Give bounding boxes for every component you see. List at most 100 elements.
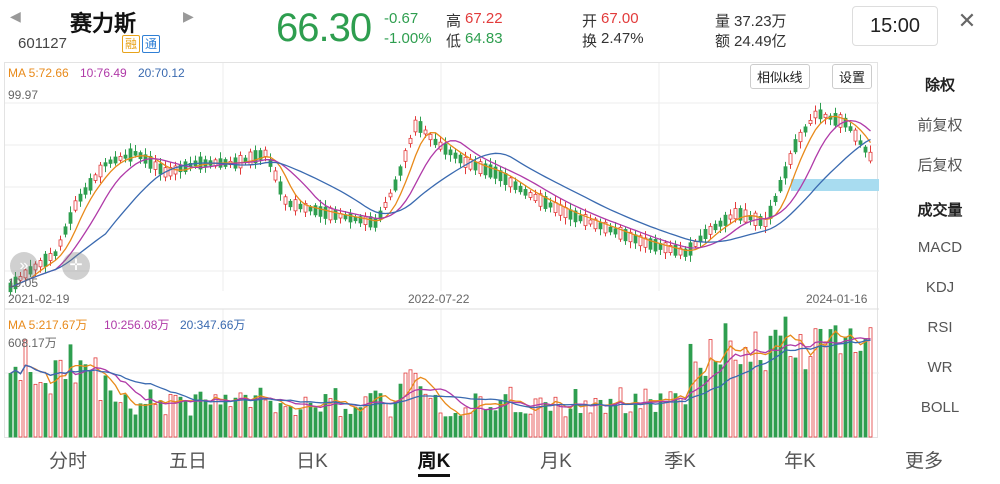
candle-body [303, 203, 308, 213]
side-item-volume[interactable]: 成交量 [917, 202, 963, 219]
candle-body [673, 244, 678, 256]
prev-stock-arrow-icon[interactable]: ◀ [10, 8, 21, 24]
volume-bar [38, 382, 43, 438]
volume-bar [523, 413, 528, 438]
volume-bar [683, 404, 688, 438]
candle-body [468, 159, 473, 170]
side-item-kdj[interactable]: KDJ [925, 279, 955, 296]
turnover-label: 换 [582, 33, 598, 50]
volume-bar [558, 404, 563, 438]
tab-yearly-k[interactable]: 年K [784, 451, 816, 472]
crosshair-icon[interactable]: ✛ [62, 252, 90, 280]
volume-bar [468, 412, 473, 438]
support-zone-highlight [791, 179, 879, 191]
candle-body [28, 266, 33, 275]
side-item-boll[interactable]: BOLL [920, 399, 960, 416]
tab-more[interactable]: 更多 [904, 451, 943, 472]
tab-five-day[interactable]: 五日 [168, 451, 207, 472]
kline-chart[interactable] [5, 63, 879, 439]
candle-body [103, 162, 108, 167]
volume-bar [273, 412, 278, 438]
volume-bar [138, 403, 143, 438]
candle-body [613, 228, 618, 235]
tab-daily-k[interactable]: 日K [296, 451, 328, 472]
volume-bar [773, 329, 778, 438]
candle-body [128, 148, 133, 162]
candle-body [778, 180, 783, 192]
candle-body [608, 226, 613, 233]
expand-left-icon[interactable]: » [10, 252, 38, 280]
candle-body [408, 137, 413, 145]
volume-bar [423, 393, 428, 438]
volume-bar [603, 412, 608, 438]
candle-body [583, 214, 588, 227]
side-item-backward-adjust[interactable]: 后复权 [917, 157, 963, 174]
side-item-rsi[interactable]: RSI [927, 319, 953, 336]
candle-body [283, 196, 288, 205]
candle-body [483, 163, 488, 176]
volume-bar [323, 394, 328, 438]
volume-bar [293, 415, 298, 438]
volume-bar [818, 328, 823, 438]
side-item-exright[interactable]: 除权 [924, 77, 955, 94]
candle-body [358, 216, 363, 224]
candle-body [403, 150, 408, 162]
volume-bar [443, 416, 448, 438]
side-item-forward-adjust[interactable]: 前复权 [917, 117, 963, 134]
volume-bar [518, 412, 523, 438]
volume-bar [868, 327, 873, 438]
candle-body [453, 152, 458, 159]
candle-body [523, 189, 528, 196]
candle-body [18, 276, 23, 281]
settings-button[interactable]: 设置 [832, 64, 873, 89]
candle-body [683, 248, 688, 257]
similar-kline-button[interactable]: 相似k线 [750, 64, 810, 89]
chart-container[interactable] [4, 62, 879, 439]
volume-bar [368, 393, 373, 438]
amount-label: 额 [715, 33, 731, 50]
candle-body [23, 269, 28, 279]
volume-bar [448, 416, 453, 438]
volume-label: 量 [715, 13, 731, 30]
volume-bar [673, 393, 678, 438]
candle-body [88, 178, 93, 191]
candle-body [308, 206, 313, 212]
time-display[interactable]: 15:00 [852, 6, 938, 46]
candle-body [848, 126, 853, 131]
side-item-macd[interactable]: MACD [917, 239, 963, 256]
volume-bar [73, 382, 78, 438]
candle-body [518, 185, 523, 193]
volume-bar [598, 399, 603, 438]
tab-monthly-k[interactable]: 月K [540, 451, 572, 472]
volume-ma-lines [10, 330, 871, 416]
volume-bar [793, 357, 798, 438]
side-item-wr[interactable]: WR [927, 359, 953, 376]
candle-body [398, 166, 403, 176]
candle-body [553, 202, 558, 213]
volume-bar [808, 356, 813, 438]
volume-bar [778, 335, 783, 438]
volume-bar [413, 372, 418, 438]
close-icon[interactable]: ✕ [957, 8, 977, 33]
volume-bar [18, 380, 23, 438]
volume-bar [613, 404, 618, 438]
tab-quarterly-k[interactable]: 季K [664, 451, 696, 472]
next-stock-arrow-icon[interactable]: ▶ [183, 8, 194, 24]
volume-bar [8, 373, 13, 438]
volume-bar [618, 387, 623, 438]
tab-intraday[interactable]: 分时 [48, 451, 87, 472]
candle-body [573, 210, 578, 223]
price-change: -0.67 [384, 10, 419, 27]
candle-body [838, 114, 843, 128]
volume-bar [313, 407, 318, 438]
price-top-value: 99.97 [8, 88, 39, 102]
tab-weekly-k[interactable]: 周K [417, 451, 451, 472]
candle-body [618, 226, 623, 240]
candle-body [733, 208, 738, 220]
turnover-value: 2.47% [601, 30, 644, 47]
volume-bar [43, 383, 48, 438]
volume-bar [633, 393, 638, 438]
vol-ma10-label: 10:256.08万 [104, 318, 170, 332]
volume-bar [498, 399, 503, 438]
price-grid [5, 63, 879, 439]
